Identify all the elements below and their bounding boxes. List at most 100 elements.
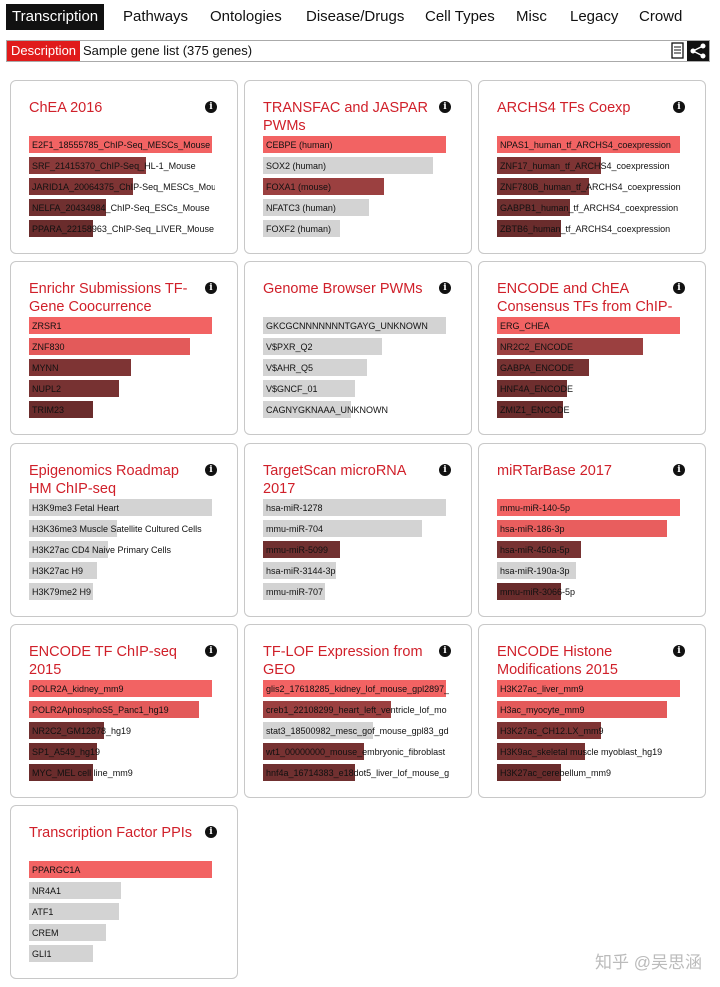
- enrichment-row[interactable]: ZRSR1: [29, 316, 215, 337]
- tab-pathways[interactable]: Pathways: [123, 8, 189, 25]
- enrichment-row[interactable]: NR4A1: [29, 881, 215, 902]
- enrichment-row[interactable]: H3K27ac_liver_mm9: [497, 679, 683, 700]
- enrichment-row[interactable]: hsa-miR-1278: [263, 498, 449, 519]
- enrichment-row[interactable]: POLR2AphosphoS5_Panc1_hg19: [29, 700, 215, 721]
- enrichment-row[interactable]: stat3_18500982_mesc_gof_mouse_gpl83_gds: [263, 721, 449, 742]
- enrichment-row[interactable]: ERG_CHEA: [497, 316, 683, 337]
- enrichment-row[interactable]: MYC_MEL cell line_mm9: [29, 763, 215, 784]
- enrichment-row[interactable]: FOXA1 (mouse): [263, 177, 449, 198]
- enrichment-row[interactable]: hnf4a_16714383_e18dot5_liver_lof_mouse_g: [263, 763, 449, 784]
- tab-transcription[interactable]: Transcription: [6, 4, 105, 30]
- library-title[interactable]: Genome Browser PWMs: [263, 281, 423, 297]
- info-icon[interactable]: i: [205, 282, 217, 294]
- enrichment-row[interactable]: mmu-miR-140-5p: [497, 498, 683, 519]
- library-title[interactable]: ARCHS4 TFs Coexp: [497, 100, 631, 116]
- enrichment-row[interactable]: GKCGCNNNNNNNTGAYG_UNKNOWN: [263, 316, 449, 337]
- library-title[interactable]: Epigenomics Roadmap HM ChIP-seq: [29, 463, 179, 497]
- library-card[interactable]: ENCODE TF ChIP-seq 2015 i POLR2A_kidney_mm…: [10, 624, 238, 798]
- enrichment-row[interactable]: CEBPE (human): [263, 135, 449, 156]
- library-title[interactable]: ENCODE TF ChIP-seq 2015: [29, 644, 177, 678]
- enrichment-row[interactable]: NR2C2_GM12878_hg19: [29, 721, 215, 742]
- library-card[interactable]: Epigenomics Roadmap HM ChIP-seq i H3K9me3 …: [10, 443, 238, 617]
- enrichment-row[interactable]: GABPA_ENCODE: [497, 358, 683, 379]
- enrichment-row[interactable]: H3K27ac CD4 Naive Primary Cells: [29, 540, 215, 561]
- enrichment-row[interactable]: wt1_00000000_mouse_embryonic_fibroblast: [263, 742, 449, 763]
- enrichment-row[interactable]: mmu-miR-707: [263, 582, 449, 603]
- library-title[interactable]: TargetScan microRNA 2017: [263, 463, 406, 497]
- library-title[interactable]: TRANSFAC and JASPAR PWMs: [263, 100, 428, 134]
- library-card[interactable]: Enrichr Submissions TF-Gene Coocurrence i…: [10, 261, 238, 435]
- library-card[interactable]: TargetScan microRNA 2017 i hsa-miR-1278 mmu…: [244, 443, 472, 617]
- enrichment-row[interactable]: glis2_17618285_kidney_lof_mouse_gpl2897_: [263, 679, 449, 700]
- library-card[interactable]: ChEA 2016 i E2F1_18555785_ChIP-Seq_MESCs_M…: [10, 80, 238, 254]
- enrichment-row[interactable]: hsa-miR-3144-3p: [263, 561, 449, 582]
- info-icon[interactable]: i: [205, 645, 217, 657]
- enrichment-row[interactable]: ZNF830: [29, 337, 215, 358]
- enrichment-row[interactable]: TRIM23: [29, 400, 215, 421]
- enrichment-row[interactable]: V$AHR_Q5: [263, 358, 449, 379]
- library-card[interactable]: TF-LOF Expression from GEO i glis2_1761828…: [244, 624, 472, 798]
- tab-cell-types[interactable]: Cell Types: [425, 8, 495, 25]
- info-icon[interactable]: i: [439, 464, 451, 476]
- library-card[interactable]: Genome Browser PWMs i GKCGCNNNNNNNTGAYG_UN…: [244, 261, 472, 435]
- enrichment-row[interactable]: PPARA_22158963_ChIP-Seq_LIVER_Mouse: [29, 219, 215, 240]
- info-icon[interactable]: i: [439, 645, 451, 657]
- enrichment-row[interactable]: H3K36me3 Muscle Satellite Cultured Cells: [29, 519, 215, 540]
- enrichment-row[interactable]: MYNN: [29, 358, 215, 379]
- tab-legacy[interactable]: Legacy: [570, 8, 619, 25]
- share-icon[interactable]: [687, 41, 709, 61]
- enrichment-row[interactable]: PPARGC1A: [29, 860, 215, 881]
- enrichment-row[interactable]: NPAS1_human_tf_ARCHS4_coexpression: [497, 135, 683, 156]
- info-icon[interactable]: i: [205, 464, 217, 476]
- enrichment-row[interactable]: H3K27ac_CH12.LX_mm9: [497, 721, 683, 742]
- info-icon[interactable]: i: [673, 282, 685, 294]
- enrichment-row[interactable]: H3K27ac H9: [29, 561, 215, 582]
- enrichment-row[interactable]: FOXF2 (human): [263, 219, 449, 240]
- enrichment-row[interactable]: NELFA_20434984_ChIP-Seq_ESCs_Mouse: [29, 198, 215, 219]
- enrichment-row[interactable]: H3K9ac_skeletal muscle myoblast_hg19: [497, 742, 683, 763]
- enrichment-row[interactable]: H3K27ac_cerebellum_mm9: [497, 763, 683, 784]
- library-card[interactable]: miRTarBase 2017 i mmu-miR-140-5p hsa-miR-18…: [478, 443, 706, 617]
- enrichment-row[interactable]: ZNF17_human_tf_ARCHS4_coexpression: [497, 156, 683, 177]
- enrichment-row[interactable]: V$PXR_Q2: [263, 337, 449, 358]
- enrichment-row[interactable]: creb1_22108299_heart_left_ventricle_lof_…: [263, 700, 449, 721]
- info-icon[interactable]: i: [673, 101, 685, 113]
- enrichment-row[interactable]: hsa-miR-190a-3p: [497, 561, 683, 582]
- enrichment-row[interactable]: H3ac_myocyte_mm9: [497, 700, 683, 721]
- library-title[interactable]: ENCODE Histone Modifications 2015: [497, 644, 618, 678]
- tab-misc[interactable]: Misc: [516, 8, 547, 25]
- enrichment-row[interactable]: ZMIZ1_ENCODE: [497, 400, 683, 421]
- library-title[interactable]: TF-LOF Expression from GEO: [263, 644, 423, 678]
- info-icon[interactable]: i: [439, 101, 451, 113]
- enrichment-row[interactable]: SP1_A549_hg19: [29, 742, 215, 763]
- enrichment-row[interactable]: SOX2 (human): [263, 156, 449, 177]
- enrichment-row[interactable]: V$GNCF_01: [263, 379, 449, 400]
- info-icon[interactable]: i: [205, 826, 217, 838]
- enrichment-row[interactable]: CREM: [29, 923, 215, 944]
- info-icon[interactable]: i: [439, 282, 451, 294]
- enrichment-row[interactable]: POLR2A_kidney_mm9: [29, 679, 215, 700]
- library-card[interactable]: TRANSFAC and JASPAR PWMs i CEBPE (human) SO…: [244, 80, 472, 254]
- enrichment-row[interactable]: mmu-miR-3066-5p: [497, 582, 683, 603]
- enrichment-row[interactable]: GLI1: [29, 944, 215, 965]
- document-icon[interactable]: [671, 42, 684, 59]
- library-title[interactable]: miRTarBase 2017: [497, 463, 612, 479]
- enrichment-row[interactable]: mmu-miR-5099: [263, 540, 449, 561]
- library-title[interactable]: Enrichr Submissions TF-Gene Coocurrence: [29, 281, 188, 315]
- info-icon[interactable]: i: [673, 645, 685, 657]
- enrichment-row[interactable]: ZBTB6_human_tf_ARCHS4_coexpression: [497, 219, 683, 240]
- enrichment-row[interactable]: JARID1A_20064375_ChIP-Seq_MESCs_Mouse: [29, 177, 215, 198]
- enrichment-row[interactable]: H3K9me3 Fetal Heart: [29, 498, 215, 519]
- tab-disease-drugs[interactable]: Disease/Drugs: [306, 8, 405, 25]
- enrichment-row[interactable]: H3K79me2 H9: [29, 582, 215, 603]
- enrichment-row[interactable]: NUPL2: [29, 379, 215, 400]
- library-title[interactable]: ChEA 2016: [29, 100, 103, 116]
- enrichment-row[interactable]: SRF_21415370_ChIP-Seq_HL-1_Mouse: [29, 156, 215, 177]
- enrichment-row[interactable]: NFATC3 (human): [263, 198, 449, 219]
- library-title[interactable]: ENCODE and ChEA Consensus TFs from ChIP-…: [497, 281, 673, 315]
- tab-ontologies[interactable]: Ontologies: [210, 8, 282, 25]
- tab-crowd[interactable]: Crowd: [639, 8, 683, 25]
- enrichment-row[interactable]: ZNF780B_human_tf_ARCHS4_coexpression: [497, 177, 683, 198]
- enrichment-row[interactable]: E2F1_18555785_ChIP-Seq_MESCs_Mouse: [29, 135, 215, 156]
- enrichment-row[interactable]: hsa-miR-186-3p: [497, 519, 683, 540]
